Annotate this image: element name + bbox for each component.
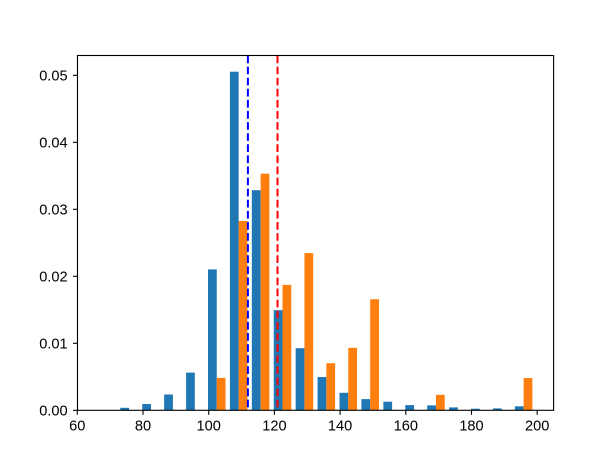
svg-text:200: 200 (525, 418, 549, 434)
svg-text:180: 180 (459, 418, 483, 434)
svg-text:140: 140 (328, 418, 352, 434)
svg-text:80: 80 (135, 418, 151, 434)
svg-text:0.00: 0.00 (39, 403, 67, 419)
svg-text:0.05: 0.05 (39, 68, 67, 84)
svg-text:0.02: 0.02 (39, 269, 67, 285)
svg-text:120: 120 (262, 418, 286, 434)
svg-text:0.03: 0.03 (39, 202, 67, 218)
svg-text:0.04: 0.04 (39, 135, 67, 151)
svg-text:0.01: 0.01 (39, 336, 67, 352)
svg-text:160: 160 (394, 418, 418, 434)
svg-text:60: 60 (69, 418, 85, 434)
svg-text:100: 100 (197, 418, 221, 434)
